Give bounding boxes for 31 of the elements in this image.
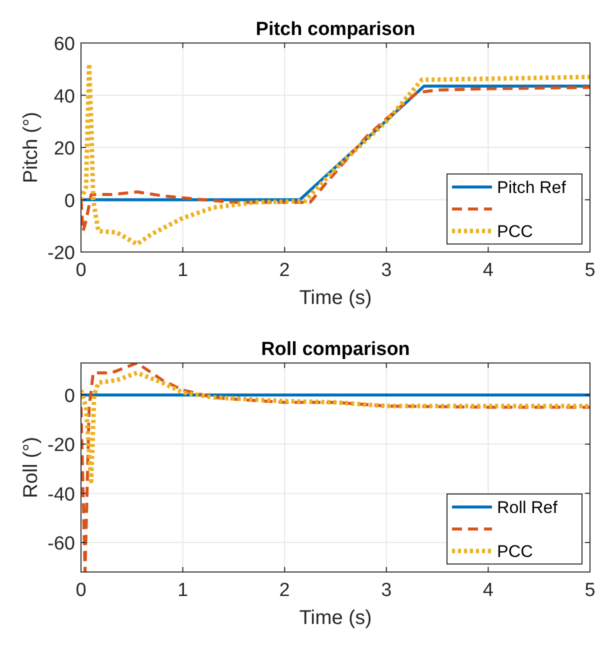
y-tick-label: -60 [48,533,75,554]
y-tick-label: -20 [48,243,75,264]
legend-label: Roll Ref [497,498,558,517]
y-tick-label: 40 [54,86,75,108]
x-tick-label: 1 [178,580,188,601]
y-tick-label: 0 [64,190,75,212]
chart-title: Pitch comparison [256,19,416,40]
y-axis-title: Roll (°) [20,436,42,498]
x-tick-label: 1 [178,260,188,281]
legend-label: PCC [497,222,533,241]
x-tick-label: 2 [279,580,290,601]
x-tick-label: 4 [482,580,494,601]
y-axis-title: Pitch (°) [20,112,42,184]
line-series [81,363,590,572]
legend-label: PCC [497,542,533,561]
y-tick-label: -20 [48,435,75,456]
x-tick-label: 3 [381,260,392,281]
x-axis-title: Time (s) [299,607,372,629]
y-tick-label: 60 [54,34,75,55]
y-tick-label: 20 [54,138,75,160]
x-tick-label: 2 [279,260,290,281]
line-series [81,370,590,484]
x-tick-label: 5 [584,260,596,281]
legend-label: Pitch Ref [497,178,566,197]
x-tick-label: 3 [381,580,392,601]
x-tick-label: 4 [482,260,494,281]
x-tick-label: 5 [584,580,596,601]
x-axis-title: Time (s) [299,287,372,309]
y-tick-label: 0 [64,386,75,407]
chart-title: Roll comparison [261,339,410,360]
y-tick-label: -40 [48,484,75,506]
